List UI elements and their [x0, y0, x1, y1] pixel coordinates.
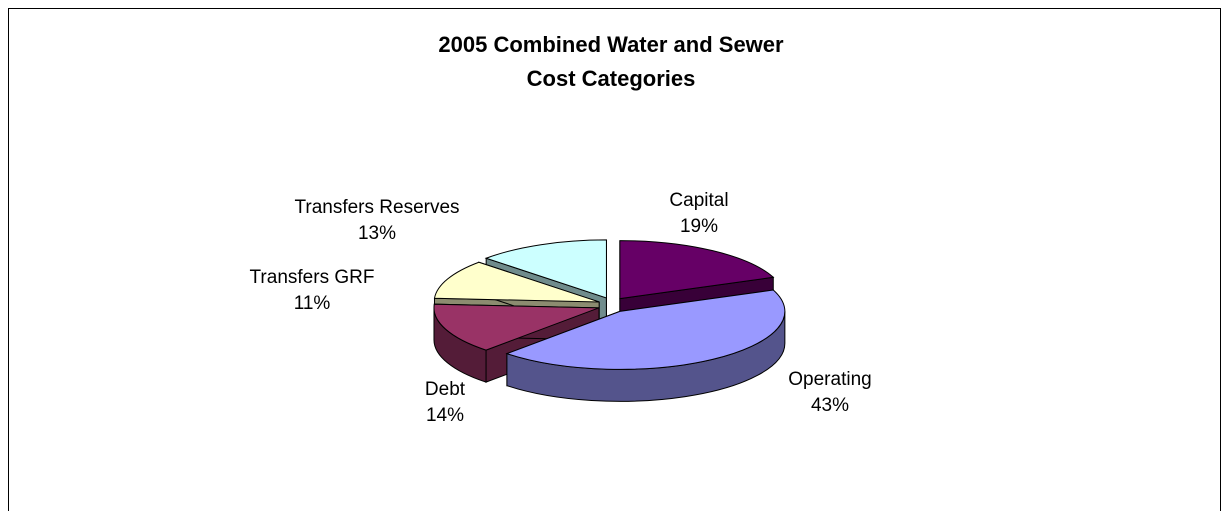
slice-value-label: 19%	[680, 216, 718, 237]
slice-value-label: 11%	[294, 293, 331, 314]
slice-label: Transfers Reserves	[294, 197, 459, 218]
slice-value-label: 43%	[811, 395, 849, 416]
slice	[433, 261, 600, 303]
slice	[484, 239, 607, 299]
chart-frame	[8, 8, 1221, 511]
slice-label: Capital	[669, 190, 728, 211]
slice	[505, 289, 786, 370]
slice	[433, 303, 600, 351]
slice-label: Operating	[788, 369, 871, 390]
slice	[619, 240, 775, 300]
slice-label: Transfers GRF	[250, 267, 375, 288]
chart-title: Cost Categories	[527, 66, 696, 91]
chart-title: 2005 Combined Water and Sewer	[438, 32, 784, 57]
slice-value-label: 14%	[426, 405, 464, 426]
slice-value-label: 13%	[358, 223, 396, 244]
slice-label: Debt	[425, 379, 466, 400]
